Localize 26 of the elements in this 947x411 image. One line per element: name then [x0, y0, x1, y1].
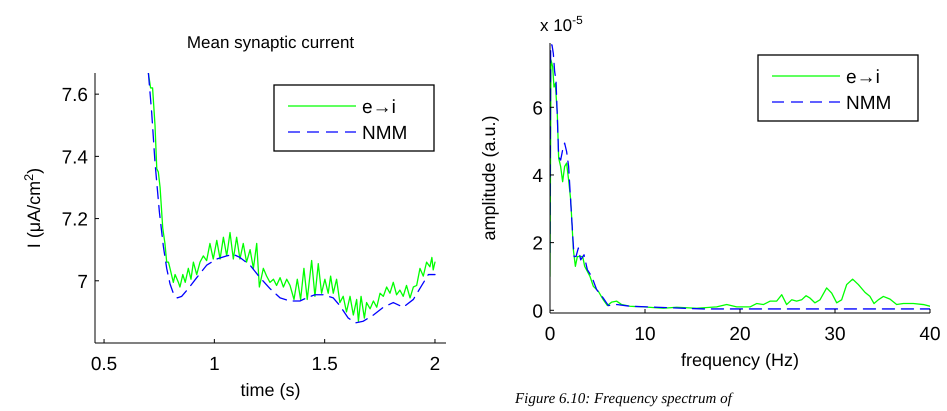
y-tick-label: 7.4 [62, 147, 88, 168]
y-tick-label: 7.2 [62, 210, 88, 231]
caption: Figure 6.10: Frequency spectrum of [514, 391, 734, 407]
y-tick-label: 7 [77, 272, 88, 293]
y-axis-title: amplitude (a.u.) [479, 115, 499, 241]
y-tick-label: 6 [532, 98, 543, 120]
x-tick-label: 30 [824, 324, 846, 345]
legend-label: NMM [846, 93, 892, 114]
x-tick-label: 20 [729, 324, 751, 345]
y-tick-label: 7.6 [62, 85, 88, 106]
chart-title: Mean synaptic current [186, 33, 354, 52]
x-axis-title: time (s) [240, 380, 300, 400]
x-tick-label: 10 [634, 324, 656, 345]
x-tick-label: 2 [430, 354, 440, 375]
x-tick-label: 1 [209, 354, 220, 375]
text: x 10$^{-5}$ [540, 13, 584, 35]
x-tick-label: 0.5 [90, 354, 118, 375]
y-tick-label: 4 [532, 166, 544, 187]
x-axis-title: frequency (Hz) [680, 350, 800, 370]
x-tick-label: 1.5 [311, 354, 338, 375]
y-tick-label: 2 [532, 234, 543, 255]
legend-label: e→i [846, 67, 880, 88]
legend-label: e→i [362, 97, 396, 118]
x-tick-label: 40 [919, 324, 941, 345]
y-tick-label: 0 [532, 301, 543, 322]
legend-label: NMM [362, 123, 408, 144]
